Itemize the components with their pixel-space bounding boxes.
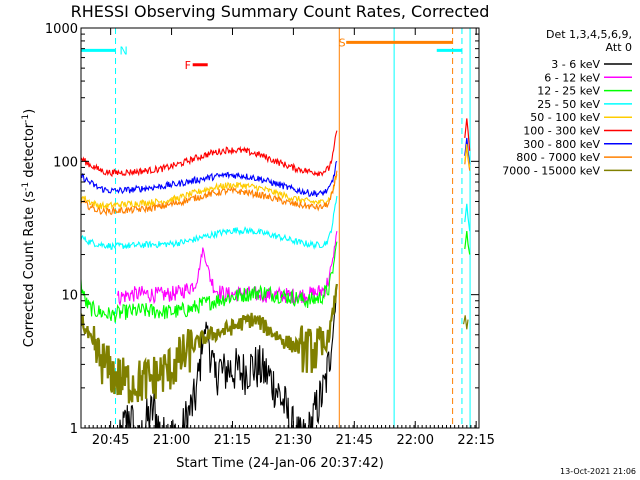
series-line-4 xyxy=(81,174,338,210)
series-line-7 xyxy=(81,170,338,217)
legend-header-attenuator: Att 0 xyxy=(606,41,632,54)
series-line-1 xyxy=(117,230,338,307)
series-layer xyxy=(81,118,471,428)
footer-timestamp: 13-Oct-2021 21:06 xyxy=(560,467,636,476)
series-line-2 xyxy=(81,241,338,323)
series-line-5 xyxy=(81,130,338,178)
flag-N-label: N xyxy=(120,44,128,57)
legend-label-2: 12 - 25 keV xyxy=(537,85,600,98)
y-tick-label-1: 10 xyxy=(61,289,78,304)
x-tick-label-6: 22:15 xyxy=(457,433,494,448)
legend-label-6: 300 - 800 keV xyxy=(523,138,600,151)
flag-S-label: S xyxy=(339,36,346,49)
legend-label-8: 7000 - 15000 keV xyxy=(502,164,600,177)
legend-label-5: 100 - 300 keV xyxy=(523,125,600,138)
chart-title: RHESSI Observing Summary Count Rates, Co… xyxy=(71,2,490,21)
late-spike-5 xyxy=(464,231,471,255)
late-spike-3 xyxy=(464,143,471,168)
legend-label-3: 25 - 50 keV xyxy=(537,98,600,111)
x-tick-label-4: 21:45 xyxy=(336,433,373,448)
series-line-8 xyxy=(81,283,338,404)
series-line-6 xyxy=(81,160,338,198)
legend-header-detectors: Det 1,3,4,5,6,9, xyxy=(546,28,632,41)
x-tick-label-5: 22:00 xyxy=(397,433,434,448)
x-tick-label-2: 21:15 xyxy=(214,433,251,448)
legend-label-0: 3 - 6 keV xyxy=(551,58,600,71)
legend-label-7: 800 - 7000 keV xyxy=(516,151,600,164)
y-axis-label: Corrected Count Rate (s-1 detector-1) xyxy=(21,109,37,347)
annotation-lines xyxy=(80,28,471,428)
flags-layer: N S F xyxy=(81,36,462,72)
x-axis-label: Start Time (24-Jan-06 20:37:42) xyxy=(176,456,384,471)
x-tick-label-3: 21:30 xyxy=(275,433,312,448)
y-tick-label-0: 1 xyxy=(70,422,78,437)
late-spike-4 xyxy=(464,203,471,232)
x-tick-label-1: 21:00 xyxy=(153,433,190,448)
late-spike-6 xyxy=(463,315,469,330)
y-tick-label-2: 100 xyxy=(53,155,78,170)
series-line-3 xyxy=(81,195,338,250)
legend-label-4: 50 - 100 keV xyxy=(530,111,600,124)
late-spike-0 xyxy=(464,118,471,151)
y-tick-label-3: 1000 xyxy=(45,22,78,37)
x-tick-label-0: 20:45 xyxy=(92,433,129,448)
legend-label-1: 6 - 12 keV xyxy=(544,71,600,84)
flag-F-label: F xyxy=(185,59,191,72)
axis-layer: 20:45 21:00 21:15 21:30 21:45 22:00 22:15 1 10 10… xyxy=(45,22,495,448)
